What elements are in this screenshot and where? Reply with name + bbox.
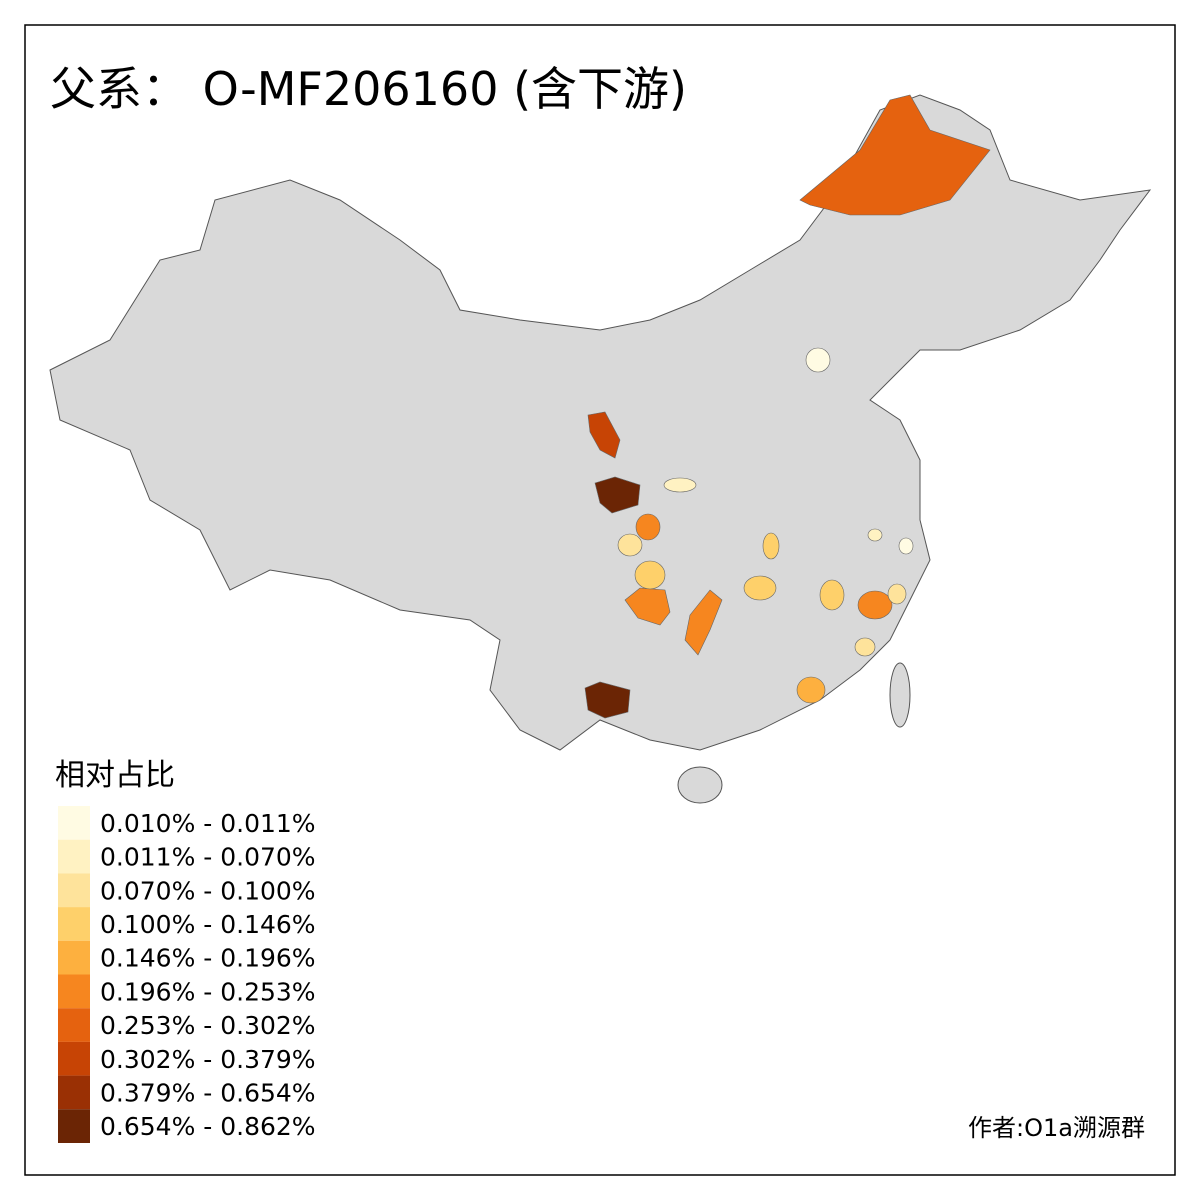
region — [584, 681, 631, 719]
region — [684, 589, 723, 656]
legend-label: 0.100% - 0.146% — [100, 910, 316, 939]
island — [889, 662, 911, 728]
region — [762, 532, 780, 560]
legend-title: 相对占比 — [55, 758, 175, 793]
region — [796, 676, 826, 704]
title: 父系： O-MF206160 (含下游) — [50, 62, 687, 116]
legend-swatch — [58, 806, 90, 840]
legend-swatch — [58, 1041, 90, 1076]
region — [587, 411, 621, 459]
region — [887, 583, 907, 605]
region — [617, 533, 643, 557]
legend-swatch — [58, 974, 90, 1009]
region — [743, 575, 777, 601]
region — [867, 528, 883, 542]
colored-regions — [584, 94, 991, 719]
legend-label: 0.011% - 0.070% — [100, 843, 316, 872]
legend-label: 0.654% - 0.862% — [100, 1112, 316, 1141]
legend-swatch — [58, 839, 90, 874]
legend-label: 0.010% - 0.011% — [100, 809, 316, 838]
region — [819, 579, 845, 611]
legend-swatch — [58, 1109, 90, 1143]
region — [898, 537, 914, 555]
legend-label: 0.196% - 0.253% — [100, 977, 316, 1006]
legend-swatch — [58, 873, 90, 908]
region — [799, 94, 991, 216]
legend: 0.010% - 0.011% 0.011% - 0.070% 0.070% - 0… — [58, 806, 316, 1143]
region — [857, 590, 893, 620]
region — [635, 513, 661, 541]
region — [634, 560, 666, 590]
region — [805, 347, 831, 373]
credit: 作者:O1a溯源群 — [968, 1114, 1145, 1142]
legend-swatch — [58, 1075, 90, 1110]
legend-label: 0.070% - 0.100% — [100, 876, 316, 905]
island — [677, 766, 723, 804]
region — [594, 476, 641, 514]
legend-label: 0.379% - 0.654% — [100, 1078, 316, 1107]
legend-swatch — [58, 1008, 90, 1042]
region — [663, 477, 697, 493]
legend-label: 0.302% - 0.379% — [100, 1045, 316, 1074]
legend-swatch — [58, 907, 90, 941]
region — [854, 637, 876, 657]
legend-label: 0.146% - 0.196% — [100, 944, 316, 973]
legend-swatch — [58, 940, 90, 975]
region — [624, 587, 671, 626]
legend-label: 0.253% - 0.302% — [100, 1011, 316, 1040]
